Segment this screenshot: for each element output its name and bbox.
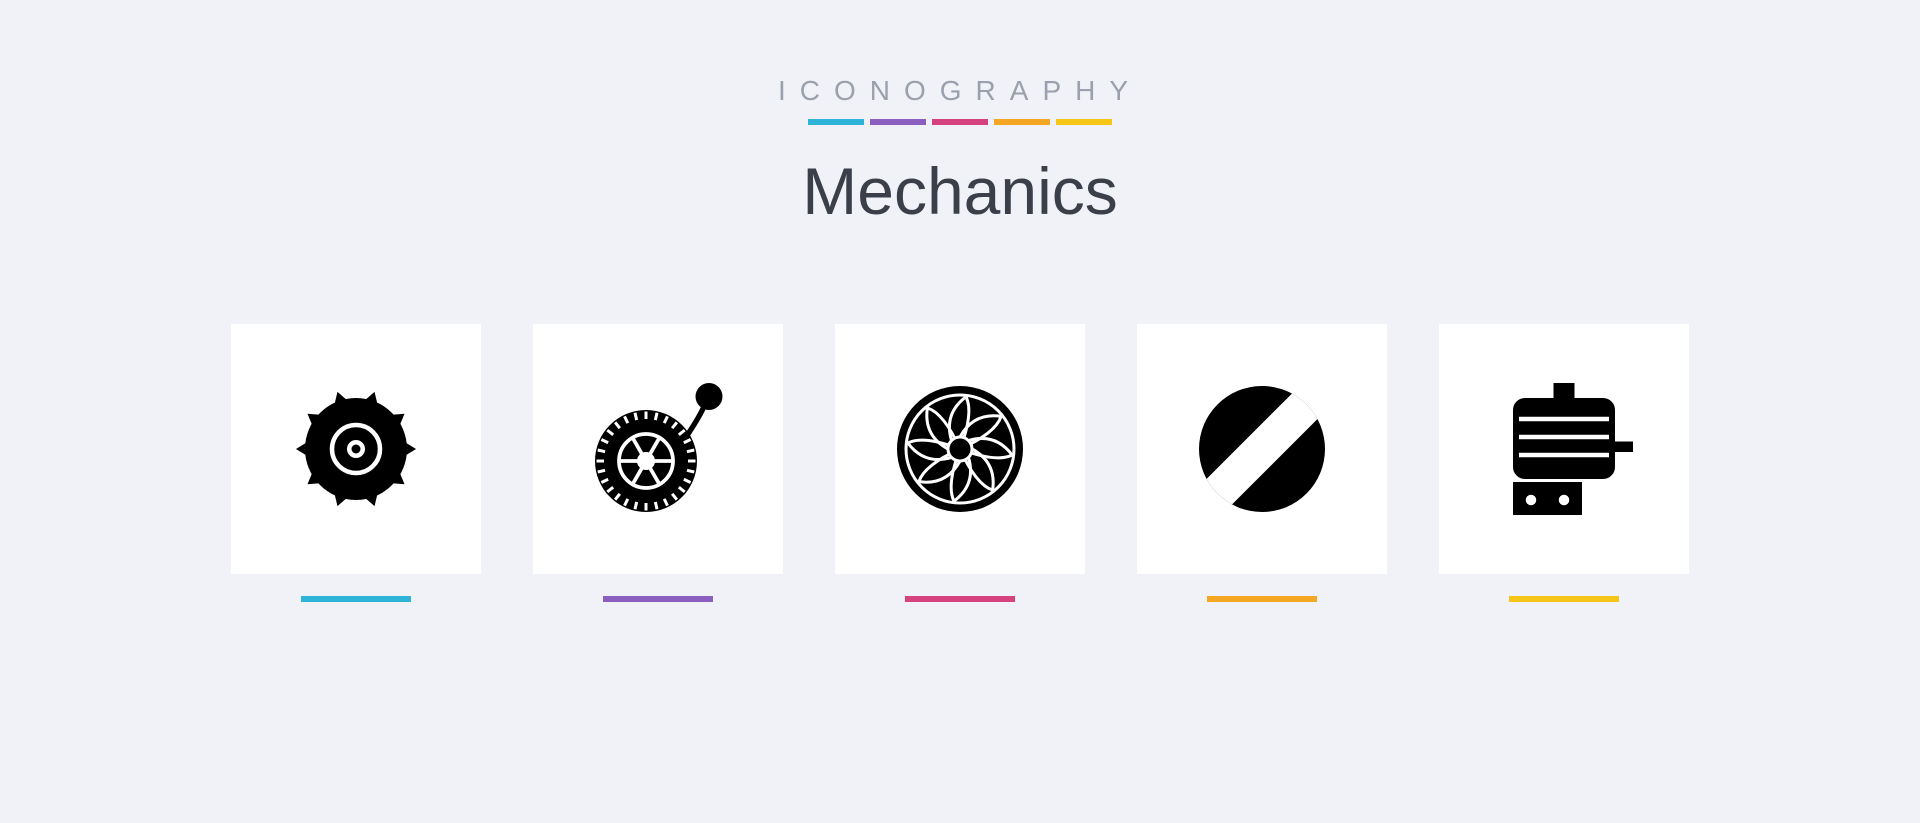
header-accent-bars	[808, 119, 1112, 125]
icon-underline	[905, 596, 1015, 602]
icon-underline	[1207, 596, 1317, 602]
header-accent-bar	[870, 119, 926, 125]
icon-card	[231, 324, 481, 602]
tire-pump-icon	[583, 374, 733, 524]
icon-underline	[1509, 596, 1619, 602]
icon-box	[231, 324, 481, 574]
gear-icon	[281, 374, 431, 524]
header-label: ICONOGRAPHY	[778, 75, 1142, 107]
header-accent-bar	[808, 119, 864, 125]
icon-box	[835, 324, 1085, 574]
barrier-icon	[1187, 374, 1337, 524]
header-accent-bar	[932, 119, 988, 125]
turbine-icon	[885, 374, 1035, 524]
icon-underline	[603, 596, 713, 602]
icon-card	[1137, 324, 1387, 602]
icon-box	[1439, 324, 1689, 574]
icon-underline	[301, 596, 411, 602]
icon-row	[231, 324, 1689, 602]
header-accent-bar	[1056, 119, 1112, 125]
header: ICONOGRAPHY Mechanics	[778, 75, 1142, 229]
motor-icon	[1489, 374, 1639, 524]
icon-card	[533, 324, 783, 602]
icon-box	[1137, 324, 1387, 574]
page-title: Mechanics	[802, 153, 1117, 229]
icon-box	[533, 324, 783, 574]
icon-card	[835, 324, 1085, 602]
header-accent-bar	[994, 119, 1050, 125]
icon-card	[1439, 324, 1689, 602]
